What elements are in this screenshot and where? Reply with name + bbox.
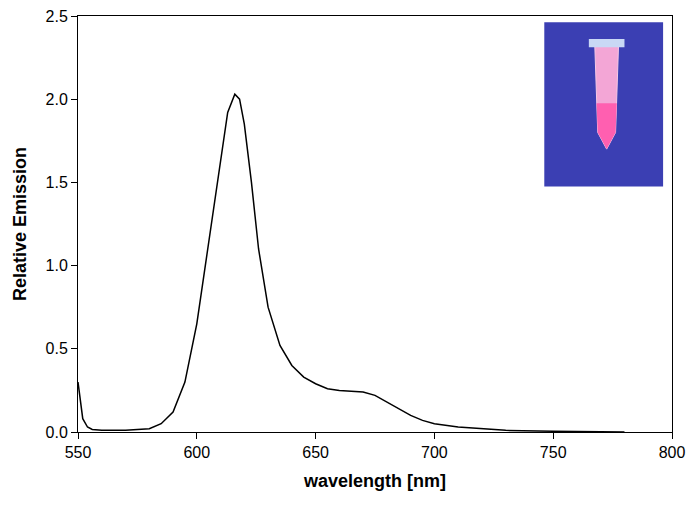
- svg-text:Relative Emission: Relative Emission: [10, 147, 30, 301]
- svg-text:wavelength [nm]: wavelength [nm]: [303, 471, 446, 491]
- svg-text:2.5: 2.5: [46, 8, 68, 25]
- svg-text:750: 750: [540, 444, 567, 461]
- svg-text:0.0: 0.0: [46, 424, 68, 441]
- svg-text:0.5: 0.5: [46, 340, 68, 357]
- svg-text:700: 700: [421, 444, 448, 461]
- svg-text:1.5: 1.5: [46, 174, 68, 191]
- svg-text:650: 650: [302, 444, 329, 461]
- svg-text:800: 800: [659, 444, 686, 461]
- svg-text:600: 600: [183, 444, 210, 461]
- svg-text:2.0: 2.0: [46, 91, 68, 108]
- svg-text:1.0: 1.0: [46, 257, 68, 274]
- svg-text:550: 550: [65, 444, 92, 461]
